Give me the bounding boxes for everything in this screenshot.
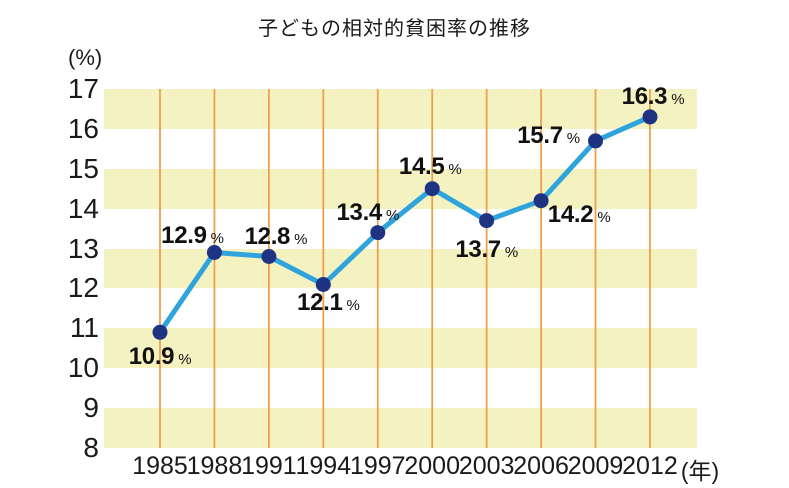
data-point — [152, 324, 168, 340]
data-label-unit: % — [597, 208, 611, 226]
y-tick-label: 11 — [69, 312, 99, 344]
data-label-value: 10.9 — [128, 343, 175, 371]
data-point-label: 12.8% — [245, 223, 308, 251]
y-tick-label: 8 — [83, 432, 99, 463]
data-label-value: 15.7 — [517, 121, 563, 149]
y-tick-label: 17 — [67, 73, 99, 104]
data-point-label: 16.3% — [622, 83, 685, 111]
y-tick-label: 14 — [67, 192, 99, 224]
data-label-value: 13.7 — [455, 235, 501, 263]
x-tick-label: 2003 — [458, 452, 515, 480]
x-tick-label: 2012 — [622, 452, 678, 480]
data-label-value: 12.8 — [244, 222, 291, 250]
line-chart-svg — [152, 89, 658, 448]
data-label-value: 12.1 — [297, 289, 343, 317]
data-label-value: 13.4 — [336, 198, 382, 226]
data-point-label: 12.9% — [161, 222, 224, 250]
data-point — [533, 193, 549, 209]
y-tick-label: 13 — [67, 232, 99, 264]
chart-title: 子どもの相対的貧困率の推移 — [258, 18, 531, 40]
data-point-label: 15.7% — [517, 122, 580, 150]
data-label-unit: % — [210, 229, 224, 247]
data-point — [424, 181, 440, 197]
data-label-value: 16.3 — [621, 82, 668, 110]
data-label-unit: % — [385, 206, 400, 224]
x-tick-label: 2000 — [404, 452, 460, 480]
y-tick-label: 15 — [67, 152, 99, 184]
plot-area: 10.9% 12.9% 12.8% 12.1% 13.4% 14.5% 13.7% 14.2%… — [104, 83, 697, 448]
background-band — [104, 328, 697, 369]
y-tick-label: 10 — [67, 352, 99, 384]
data-point — [261, 249, 277, 264]
x-tick-label: 1991 — [241, 452, 297, 480]
data-point — [206, 245, 222, 260]
data-label-unit: % — [346, 297, 360, 315]
data-label-value: 12.9 — [161, 221, 207, 249]
data-point-label: 12.1% — [297, 289, 360, 317]
data-label-value: 14.2 — [547, 200, 594, 228]
y-axis-unit-label: (%) — [68, 45, 103, 70]
x-axis-unit-label: (年) — [680, 458, 720, 484]
data-label-unit: % — [671, 90, 685, 108]
data-label-unit: % — [504, 243, 518, 261]
y-tick-label: 12 — [67, 272, 99, 304]
data-line — [157, 114, 653, 335]
data-point-label: 13.7% — [455, 236, 518, 264]
data-label-unit: % — [448, 160, 462, 178]
data-point — [642, 109, 658, 125]
data-label-unit: % — [178, 351, 192, 369]
x-tick-label: 1985 — [132, 452, 188, 480]
data-point — [370, 225, 386, 241]
data-label-unit: % — [566, 129, 580, 147]
background-band — [104, 408, 697, 448]
y-tick-label: 16 — [67, 112, 99, 144]
x-tick-label: 2006 — [513, 452, 569, 480]
data-label-value: 14.5 — [398, 152, 445, 180]
data-label-unit: % — [294, 230, 308, 248]
data-point-label: 14.2% — [548, 201, 611, 229]
x-tick-label: 1994 — [295, 452, 352, 480]
background-band — [104, 89, 697, 129]
data-point — [588, 133, 603, 149]
data-point-label: 14.5% — [399, 153, 462, 181]
x-tick-label: 1988 — [186, 452, 243, 480]
data-point — [479, 213, 495, 229]
x-tick-label: 1997 — [349, 452, 406, 480]
y-tick-label: 9 — [83, 392, 99, 424]
data-point-label: 10.9% — [129, 343, 192, 371]
data-point — [315, 277, 331, 292]
background-band — [104, 168, 697, 209]
x-tick-label: 2009 — [567, 452, 624, 480]
data-point-label: 13.4% — [336, 199, 399, 227]
